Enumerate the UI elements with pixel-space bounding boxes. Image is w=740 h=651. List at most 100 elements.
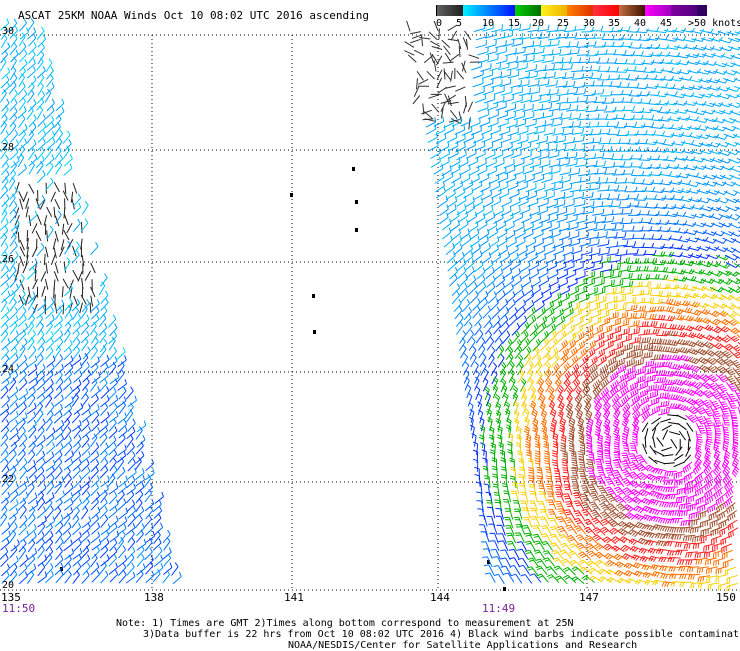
time-label-right: 11:49 [482,602,515,615]
wind-barb [478,282,486,294]
legend-color-segment [671,5,697,16]
wind-barb [127,435,134,448]
wind-barb [36,532,44,544]
wind-barb [705,494,715,505]
wind-barb [696,496,706,506]
wind-barb [435,173,444,184]
wind-barb [660,419,671,422]
wind-barb [100,379,107,391]
wind-barb [679,307,692,312]
wind-barb [559,232,569,241]
note-line-2: 3)Data buffer is 22 hrs from Oct 10 08:0… [143,629,740,640]
wind-barb [508,181,518,190]
wind-barb [73,307,79,320]
wind-barb [135,457,141,470]
wind-barb [64,348,72,360]
wind-barb [37,506,45,518]
wind-barb [597,486,608,495]
wind-barb [604,224,616,230]
wind-barb [0,186,7,199]
wind-barb [91,263,96,273]
wind-barb [64,513,70,526]
wind-barb [136,490,143,503]
lat-label-22: 22 [2,474,14,485]
wind-barb [18,498,26,510]
wind-barb [552,292,562,303]
wind-barb [691,158,704,162]
wind-barb [2,43,10,55]
wind-barb [27,107,33,120]
wind-barb [635,203,648,208]
wind-barb [638,99,651,104]
wind-barb [100,371,109,383]
wind-barb [469,119,470,130]
lon-label-141: 141 [284,591,304,604]
wind-barb [419,38,430,40]
wind-barb [674,44,687,48]
wind-barb [619,90,632,95]
wind-barb [42,286,45,297]
wind-barb [135,468,144,480]
wind-barb [710,391,722,399]
wind-barb [44,254,45,265]
wind-barb [548,207,559,216]
wind-barb [63,279,68,289]
wind-barb [734,86,740,90]
wind-barb [2,155,9,168]
wind-barb [627,201,640,206]
legend-color-segment [645,5,671,16]
wind-barb [475,475,481,487]
wind-barb [10,107,17,120]
wind-barb [478,402,482,415]
wind-barb [501,566,511,575]
wind-barb [64,540,73,551]
wind-barb [725,567,736,575]
wind-barb [19,345,25,358]
wind-barb [475,94,485,103]
wind-barb [47,226,53,239]
wind-barb [641,404,650,415]
wind-barb [653,139,666,144]
wind-barb [645,437,646,448]
wind-barb [9,450,16,463]
wind-barb [580,66,592,72]
wind-barb [521,261,530,272]
wind-barb [724,191,737,195]
wind-barb [439,29,440,40]
wind-barb [614,232,626,238]
legend-color-segment [697,5,707,16]
wind-barb [473,306,480,318]
island [503,587,506,591]
wind-barb [562,559,574,567]
wind-barb [19,434,27,446]
wind-barb [683,455,690,463]
island [352,167,355,171]
lon-label-147: 147 [579,591,599,604]
wind-barb [429,32,437,40]
wind-barb [512,331,519,344]
wind-barb [708,503,718,513]
wind-barb [718,583,729,591]
wind-barb [487,283,495,295]
wind-barb [621,273,633,279]
wind-barb [620,98,633,103]
wind-barb [515,291,524,303]
wind-barb [465,377,469,390]
wind-barb [615,250,627,256]
wind-barb [602,42,615,47]
wind-barb [649,107,662,112]
wind-barb [81,459,89,471]
wind-barb [458,267,466,279]
wind-barb [19,274,25,287]
wind-barbs [0,18,740,591]
legend-label: 20 [532,18,544,29]
wind-barb [444,68,445,79]
wind-barb [615,571,628,577]
wind-barb [503,491,510,502]
wind-barb [127,476,135,488]
wind-barb [628,320,640,327]
wind-barb [604,425,610,438]
wind-barb [37,410,44,423]
island [313,330,316,334]
